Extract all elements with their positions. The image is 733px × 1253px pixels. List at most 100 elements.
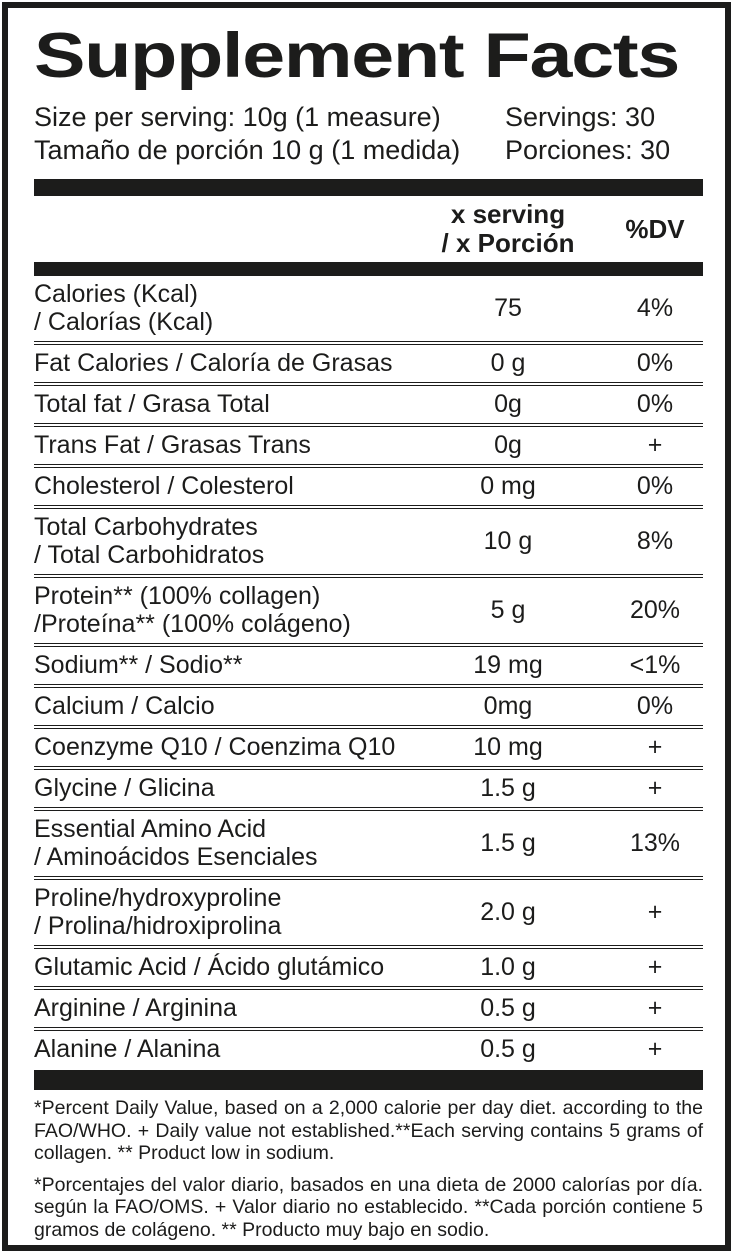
amount-column-header-line2: / x Porción [441, 228, 575, 258]
nutrient-dv: 20% [629, 596, 681, 624]
nutrient-amount: 1.5 g [480, 774, 536, 802]
table-row: Arginine / Arginina 0.5 g + [34, 986, 703, 1027]
nutrient-amount: 19 mg [473, 651, 543, 679]
nutrient-dv: 13% [629, 829, 681, 857]
nutrient-name: Arginine / Arginina [34, 994, 433, 1022]
nutrient-name-line: /Proteína** (100% colágeno) [34, 610, 351, 638]
nutrient-name-line: Fat Calories / Caloría de Grasas [34, 349, 393, 377]
nutrient-name: Trans Fat / Grasas Trans [34, 431, 433, 459]
table-row: Total Carbohydrates / Total Carbohidratos… [34, 505, 703, 574]
servings-count-en: Servings: 30 [505, 102, 656, 132]
servings-count-block: Servings: 30 Porciones: 30 [505, 101, 703, 167]
nutrient-name-line: Sodium** / Sodio** [34, 651, 243, 679]
nutrient-name: Glycine / Glicina [34, 774, 433, 802]
nutrient-dv: + [647, 953, 663, 981]
nutrient-amount: 10 mg [473, 733, 543, 761]
nutrient-name: Calories (Kcal) / Calorías (Kcal) [34, 280, 433, 336]
nutrient-amount: 1.5 g [480, 829, 536, 857]
serving-size-block: Size per serving: 10g (1 measure) Tamaño… [34, 101, 505, 167]
nutrient-amount: 0g [494, 390, 522, 418]
table-row: Coenzyme Q10 / Coenzima Q10 10 mg + [34, 725, 703, 766]
nutrient-dv: 0% [636, 349, 674, 377]
table-row: Glutamic Acid / Ácido glutámico 1.0 g + [34, 945, 703, 986]
nutrient-amount: 0 g [490, 349, 526, 377]
nutrient-name-line: Glutamic Acid / Ácido glutámico [34, 953, 385, 981]
table-row: Glycine / Glicina 1.5 g + [34, 766, 703, 807]
nutrient-name-line: / Calorías (Kcal) [34, 308, 214, 336]
nutrient-amount: 0.5 g [480, 1035, 536, 1063]
nutrient-amount: 75 [494, 294, 522, 322]
table-row: Calcium / Calcio 0mg 0% [34, 684, 703, 725]
table-row: Fat Calories / Caloría de Grasas 0 g 0% [34, 341, 703, 382]
nutrient-table: Calories (Kcal) / Calorías (Kcal) 75 4% Fat … [34, 276, 703, 1068]
nutrient-name-line: Total fat / Grasa Total [34, 390, 270, 418]
nutrient-name-line: Trans Fat / Grasas Trans [34, 431, 311, 459]
nutrient-name: Essential Amino Acid / Aminoácidos Esenci… [34, 815, 433, 871]
nutrient-dv: + [647, 994, 663, 1022]
nutrient-name-line: Arginine / Arginina [34, 994, 237, 1022]
nutrient-amount: 1.0 g [480, 953, 536, 981]
nutrient-dv: + [647, 898, 663, 926]
table-row: Essential Amino Acid / Aminoácidos Esenci… [34, 807, 703, 876]
nutrient-dv: <1% [629, 651, 681, 679]
nutrient-name: Protein** (100% collagen)/Proteína** (10… [34, 582, 433, 638]
nutrient-name: Calcium / Calcio [34, 692, 433, 720]
nutrient-name-line: Proline/hydroxyproline [34, 884, 282, 912]
nutrient-dv: 0% [636, 390, 674, 418]
table-row: Protein** (100% collagen)/Proteína** (10… [34, 574, 703, 643]
serving-size-es: Tamaño de porción 10 g (1 medida) [34, 135, 461, 165]
table-row: Alanine / Alanina 0.5 g + [34, 1027, 703, 1068]
serving-size-en: Size per serving: 10g (1 measure) [34, 102, 441, 132]
nutrient-name: Cholesterol / Colesterol [34, 472, 433, 500]
nutrient-name: Sodium** / Sodio** [34, 651, 433, 679]
nutrient-amount: 10 g [483, 527, 533, 555]
footnote-en: *Percent Daily Value, based on a 2,000 c… [34, 1097, 703, 1164]
nutrient-dv: 4% [636, 294, 674, 322]
nutrient-amount: 0 mg [480, 472, 536, 500]
nutrient-name: Alanine / Alanina [34, 1035, 433, 1063]
nutrient-name: Total Carbohydrates / Total Carbohidratos [34, 513, 433, 569]
nutrient-dv: + [647, 774, 663, 802]
nutrient-name-line: Cholesterol / Colesterol [34, 472, 294, 500]
table-row: Calories (Kcal) / Calorías (Kcal) 75 4% [34, 276, 703, 341]
nutrient-name: Proline/hydroxyproline / Prolina/hidroxip… [34, 884, 433, 940]
nutrient-name-line: / Prolina/hidroxiprolina [34, 912, 282, 940]
label-title: Supplement Facts [34, 21, 680, 91]
nutrient-name-line: Calories (Kcal) [34, 280, 198, 308]
divider-bar-bottom [34, 1070, 703, 1090]
nutrient-dv: + [647, 1035, 663, 1063]
nutrient-amount: 0mg [483, 692, 533, 720]
footnote-es: *Porcentajes del valor diario, basados e… [34, 1173, 703, 1241]
nutrient-amount: 5 g [490, 596, 526, 624]
nutrient-name-line: / Total Carbohidratos [34, 541, 265, 569]
table-row: Cholesterol / Colesterol 0 mg 0% [34, 464, 703, 505]
nutrient-name: Glutamic Acid / Ácido glutámico [34, 953, 433, 981]
table-row: Sodium** / Sodio** 19 mg <1% [34, 643, 703, 684]
nutrient-dv: 0% [636, 692, 674, 720]
nutrient-dv: + [647, 733, 663, 761]
nutrient-amount: 2.0 g [480, 898, 536, 926]
amount-column-header: x serving / x Porción [433, 200, 583, 258]
table-row: Proline/hydroxyproline / Prolina/hidroxip… [34, 876, 703, 945]
table-row: Total fat / Grasa Total 0g 0% [34, 382, 703, 423]
column-headers: x serving / x Porción %DV [34, 196, 703, 262]
serving-info: Size per serving: 10g (1 measure) Tamaño… [34, 101, 703, 167]
nutrient-name: Coenzyme Q10 / Coenzima Q10 [34, 733, 433, 761]
servings-count-es: Porciones: 30 [505, 135, 671, 165]
nutrient-name-line: / Aminoácidos Esenciales [34, 843, 318, 871]
nutrient-name-line: Coenzyme Q10 / Coenzima Q10 [34, 733, 396, 761]
nutrient-dv: 0% [636, 472, 674, 500]
nutrient-name-line: Alanine / Alanina [34, 1035, 221, 1063]
table-row: Trans Fat / Grasas Trans 0g + [34, 423, 703, 464]
nutrient-name-line: Glycine / Glicina [34, 774, 215, 802]
nutrient-amount: 0.5 g [480, 994, 536, 1022]
nutrient-dv: 8% [636, 527, 674, 555]
divider-bar-top [34, 179, 703, 196]
dv-column-header: %DV [625, 213, 685, 244]
nutrient-name-line: Protein** (100% collagen) [34, 582, 321, 610]
divider-bar-middle [34, 262, 703, 276]
nutrient-name: Total fat / Grasa Total [34, 390, 433, 418]
nutrient-name-line: Essential Amino Acid [34, 815, 267, 843]
nutrient-name-line: Calcium / Calcio [34, 692, 215, 720]
